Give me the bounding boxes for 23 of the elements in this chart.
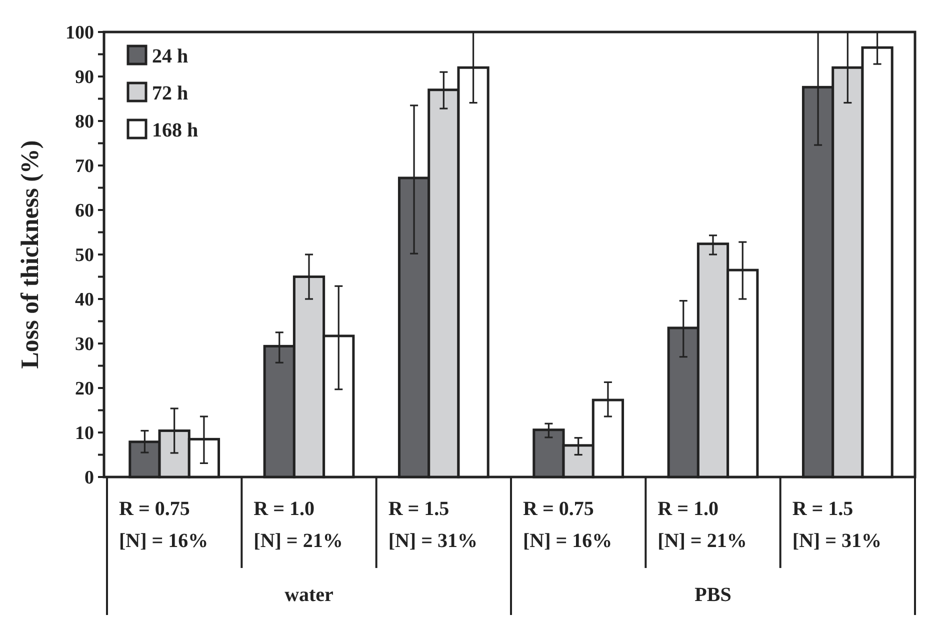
y-tick-label: 10 (75, 423, 94, 444)
legend-label: 168 h (152, 120, 198, 142)
y-axis-title: Loss of thickness (%) (17, 140, 44, 369)
y-tick-label: 60 (75, 200, 94, 222)
y-tick-label: 90 (75, 67, 94, 88)
text: water (284, 584, 334, 606)
x-tick-label: R = 1.5 [N] = 31% (388, 498, 478, 552)
y-tick-label: 70 (75, 156, 94, 178)
legend-label: 72 h (152, 82, 188, 105)
legend-label: 24 h (152, 46, 188, 68)
y-tick-label: 50 (75, 245, 94, 266)
y-tick-label: 0 (84, 468, 94, 489)
y-tick-label: 80 (75, 112, 94, 133)
x-tick-label: R = 1.5 [N] = 31% (792, 498, 882, 552)
y-tick-label: 30 (75, 334, 94, 356)
y-tick-label: 40 (75, 290, 94, 311)
text: PBS (694, 584, 732, 606)
y-tick-label: 100 (66, 22, 94, 44)
x-tick-label: R = 0.75 [N] = 16% (119, 498, 208, 552)
y-tick-label: 20 (75, 378, 94, 400)
x-tick-label: R = 0.75 [N] = 16% (523, 498, 612, 552)
x-tick-label: R = 1.0 [N] = 21% (658, 498, 747, 552)
x-tick-label: R = 1.0 [N] = 21% (254, 498, 343, 552)
